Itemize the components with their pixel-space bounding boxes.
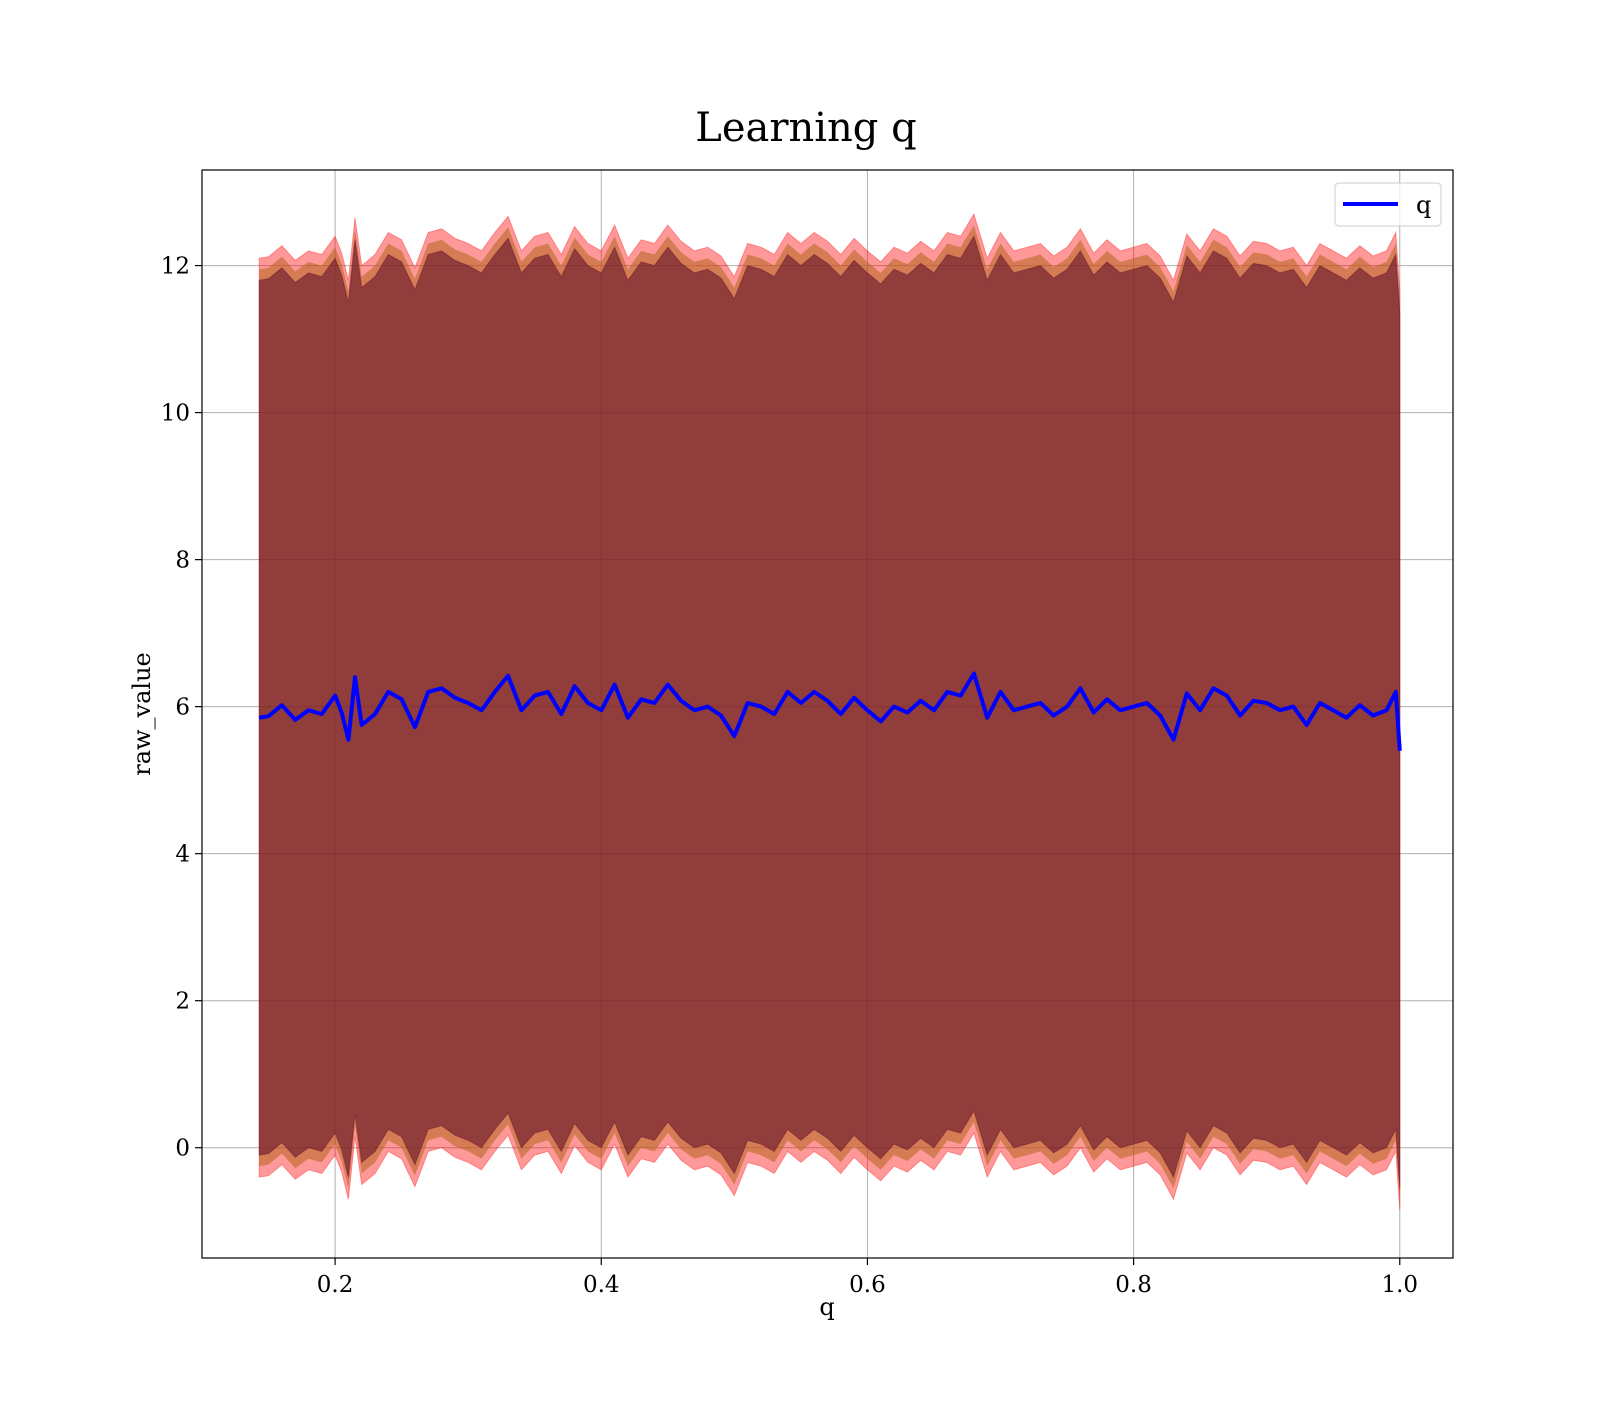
- x-tick-label: 0.8: [1115, 1272, 1152, 1298]
- y-tick-label: 0: [175, 1136, 190, 1162]
- x-tick-label: 0.2: [317, 1272, 354, 1298]
- series-line-q: [258, 671, 1402, 751]
- x-tick-label: 0.4: [583, 1272, 620, 1298]
- y-tick-label: 12: [161, 254, 190, 280]
- x-axis-ticks: 0.2 0.4 0.6 0.8 1.0: [317, 1258, 1418, 1298]
- x-tick-label: 0.6: [849, 1272, 886, 1298]
- y-tick-label: 2: [175, 989, 190, 1015]
- x-tick-label: 1.0: [1381, 1272, 1418, 1298]
- chart-title: Learning q: [695, 105, 916, 151]
- y-axis-ticks: 0 2 4 6 8 10 12: [161, 254, 202, 1162]
- line-layer: [258, 671, 1402, 751]
- x-axis-label: q: [819, 1293, 834, 1321]
- band-inner: [258, 234, 1401, 1189]
- legend-label: q: [1416, 191, 1431, 219]
- legend: q: [1334, 182, 1442, 227]
- band-layer: [258, 212, 1401, 1211]
- y-tick-label: 6: [175, 695, 190, 721]
- y-axis-label: raw_value: [128, 652, 156, 776]
- y-tick-label: 10: [161, 401, 190, 427]
- plot-frame: [201, 169, 1454, 1259]
- y-tick-label: 4: [175, 842, 190, 868]
- y-tick-label: 8: [175, 548, 190, 574]
